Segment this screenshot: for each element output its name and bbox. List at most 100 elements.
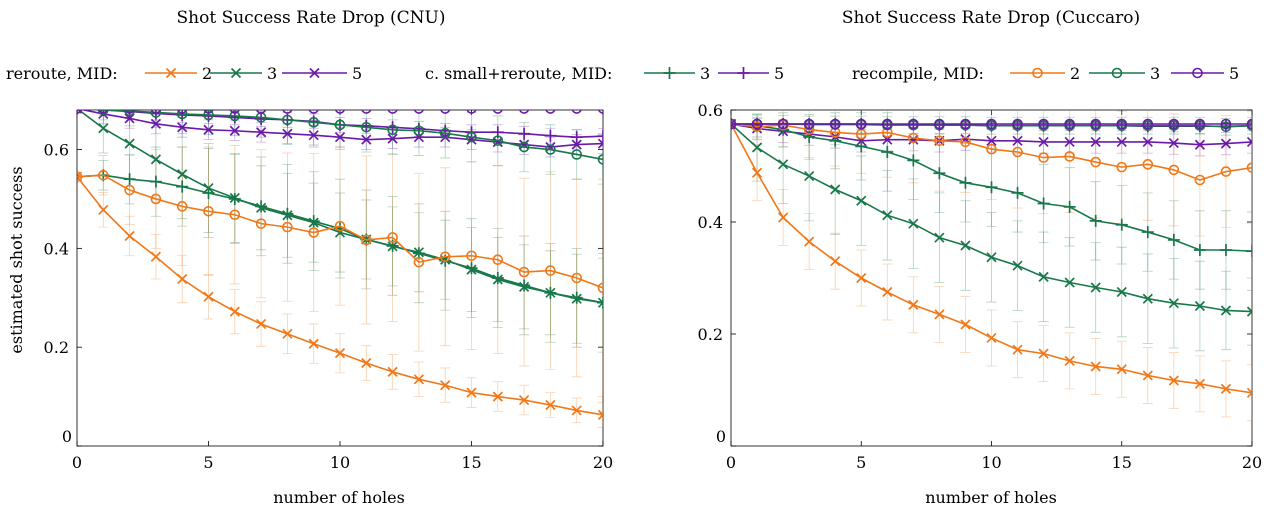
legend-reroute-3-label: 3: [267, 64, 277, 83]
data-point: [150, 118, 162, 129]
data-point: [1246, 387, 1252, 398]
series-line: [89, 110, 603, 161]
error-bar: [387, 110, 398, 111]
data-point: [256, 110, 267, 114]
data-point: [176, 110, 188, 120]
data-point: [334, 119, 346, 131]
data-point: [466, 250, 477, 262]
legend-swatch-marker: [1032, 67, 1043, 79]
legend-reroute-2: [145, 67, 197, 79]
data-point: [334, 220, 346, 232]
error-bar: [1247, 130, 1252, 154]
data-point: [1142, 159, 1154, 170]
legend-csmall-3-label: 3: [700, 64, 710, 83]
error-bar: [598, 133, 603, 154]
data-point: [1064, 151, 1075, 162]
data-point: [986, 118, 997, 130]
data-point: [1090, 361, 1101, 372]
data-point: [544, 286, 557, 299]
data-point: [1167, 233, 1180, 246]
data-point: [98, 110, 109, 116]
data-point: [1194, 118, 1206, 130]
data-point: [282, 128, 293, 139]
data-point: [387, 110, 398, 114]
data-point: [597, 154, 603, 165]
data-point: [229, 306, 240, 317]
data-point: [1064, 118, 1075, 130]
data-point: [150, 154, 162, 165]
left-y-tick-label: 0.4: [44, 239, 69, 258]
data-point: [519, 110, 530, 114]
error-bar: [413, 110, 424, 111]
data-point: [334, 110, 346, 114]
data-point: [1038, 136, 1049, 148]
right-chart: number of holes 0 5 10 15 20 0 0.2 0.4 0.6: [698, 101, 1263, 507]
data-point: [1012, 135, 1023, 146]
error-bar: [177, 110, 188, 111]
data-point: [934, 232, 945, 243]
data-point: [855, 118, 867, 130]
data-point: [387, 232, 398, 243]
right-plot-area: [731, 110, 1252, 422]
right-y-tick-label: 0.4: [698, 213, 723, 232]
data-point: [960, 319, 971, 330]
legend-swatch-marker: [309, 67, 320, 79]
data-point: [361, 357, 372, 369]
data-point: [908, 299, 919, 310]
error-bar: [335, 110, 345, 111]
right-x-tick-label: 10: [981, 453, 1001, 472]
legend-recompile-3: [1089, 67, 1145, 79]
data-point: [98, 123, 109, 134]
data-point: [177, 122, 188, 133]
data-point: [597, 297, 603, 308]
left-x-tick-label: 0: [72, 453, 82, 472]
data-point: [229, 125, 240, 136]
data-point: [1246, 118, 1252, 130]
data-point: [439, 251, 451, 263]
data-point: [150, 193, 162, 205]
data-point: [985, 181, 998, 194]
legend-recompile-5-label: 5: [1229, 64, 1239, 83]
data-point: [1246, 162, 1252, 173]
data-point: [1038, 348, 1049, 359]
data-point: [1142, 118, 1154, 130]
data-point: [203, 110, 214, 114]
data-point: [1220, 305, 1232, 316]
data-point: [829, 118, 841, 130]
data-point: [1116, 286, 1127, 298]
error-bar: [282, 110, 293, 111]
data-point: [282, 110, 293, 114]
data-point: [1063, 200, 1076, 213]
data-point: [203, 291, 214, 302]
data-point: [1038, 118, 1049, 130]
data-point: [1220, 118, 1232, 130]
legend-recompile-2: [1010, 67, 1065, 79]
data-point: [908, 218, 919, 229]
error-bar: [440, 110, 451, 111]
data-point: [492, 137, 503, 148]
error-bar: [598, 257, 603, 348]
data-point: [986, 135, 997, 146]
left-y-tick-label: 0: [62, 427, 72, 446]
legend-recompile-3-label: 3: [1150, 64, 1160, 83]
series-line: [731, 123, 1252, 181]
legend-swatch-marker: [165, 67, 177, 79]
legend-reroute-2-label: 2: [202, 64, 212, 83]
legend-csmall-label: c. small+reroute, MID:: [425, 64, 612, 83]
series-line: [77, 174, 603, 289]
data-point: [177, 110, 188, 114]
error-bar: [150, 110, 161, 111]
legend-recompile-label: recompile, MID:: [852, 64, 984, 83]
data-point: [960, 136, 971, 148]
data-point: [413, 125, 425, 137]
data-point: [571, 149, 583, 160]
data-point: [545, 144, 556, 155]
data-point: [907, 154, 920, 167]
data-point: [1116, 161, 1128, 173]
data-point: [986, 332, 997, 344]
data-point: [570, 291, 583, 304]
data-point: [1090, 156, 1101, 168]
data-point: [466, 131, 477, 143]
data-point: [150, 110, 161, 114]
left-y-tick-label: 0.2: [44, 338, 69, 357]
